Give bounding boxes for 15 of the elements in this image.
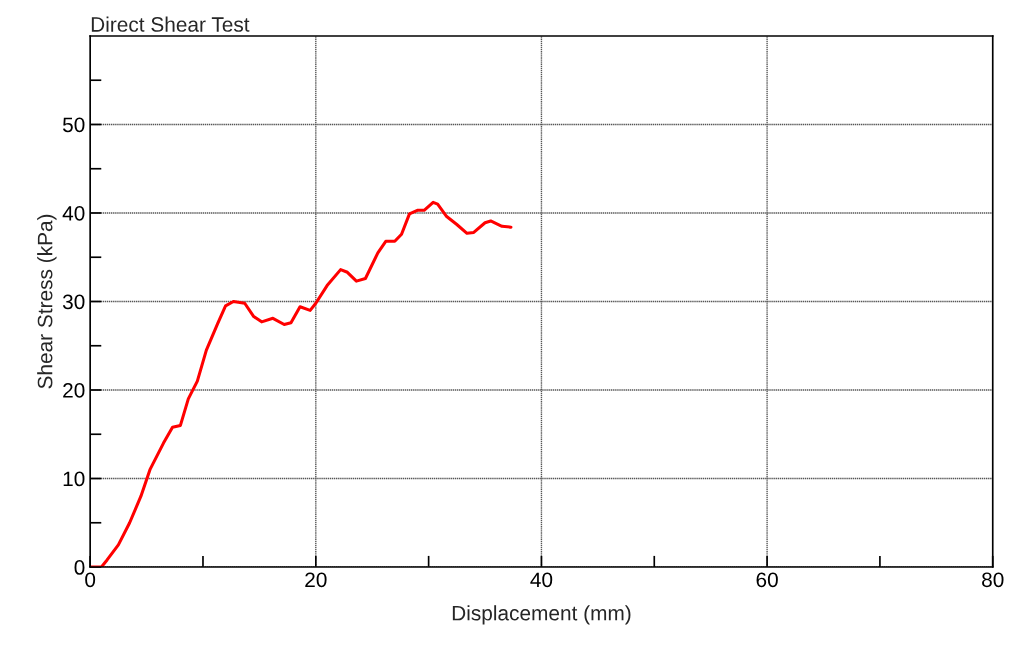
x-tick-label: 80 — [982, 572, 1004, 588]
x-axis-title: Displacement (mm) — [452, 605, 631, 625]
x-tick-label: 40 — [530, 572, 553, 588]
chart-title: Direct Shear Test — [91, 16, 250, 32]
line-series — [90, 200, 513, 568]
x-tick-label: 60 — [756, 572, 778, 588]
y-tick-label: 20 — [63, 383, 85, 398]
y-tick-label: 40 — [62, 205, 85, 221]
x-tick-label: 20 — [305, 572, 327, 588]
y-axis-title: Shear Stress (kPa) — [37, 214, 57, 389]
y-tick-label: 10 — [63, 471, 85, 487]
x-tick-label: 0 — [85, 572, 96, 588]
y-tick-label: 50 — [62, 117, 85, 133]
y-tick-label: 0 — [74, 560, 85, 575]
y-tick-label: 30 — [62, 294, 85, 310]
